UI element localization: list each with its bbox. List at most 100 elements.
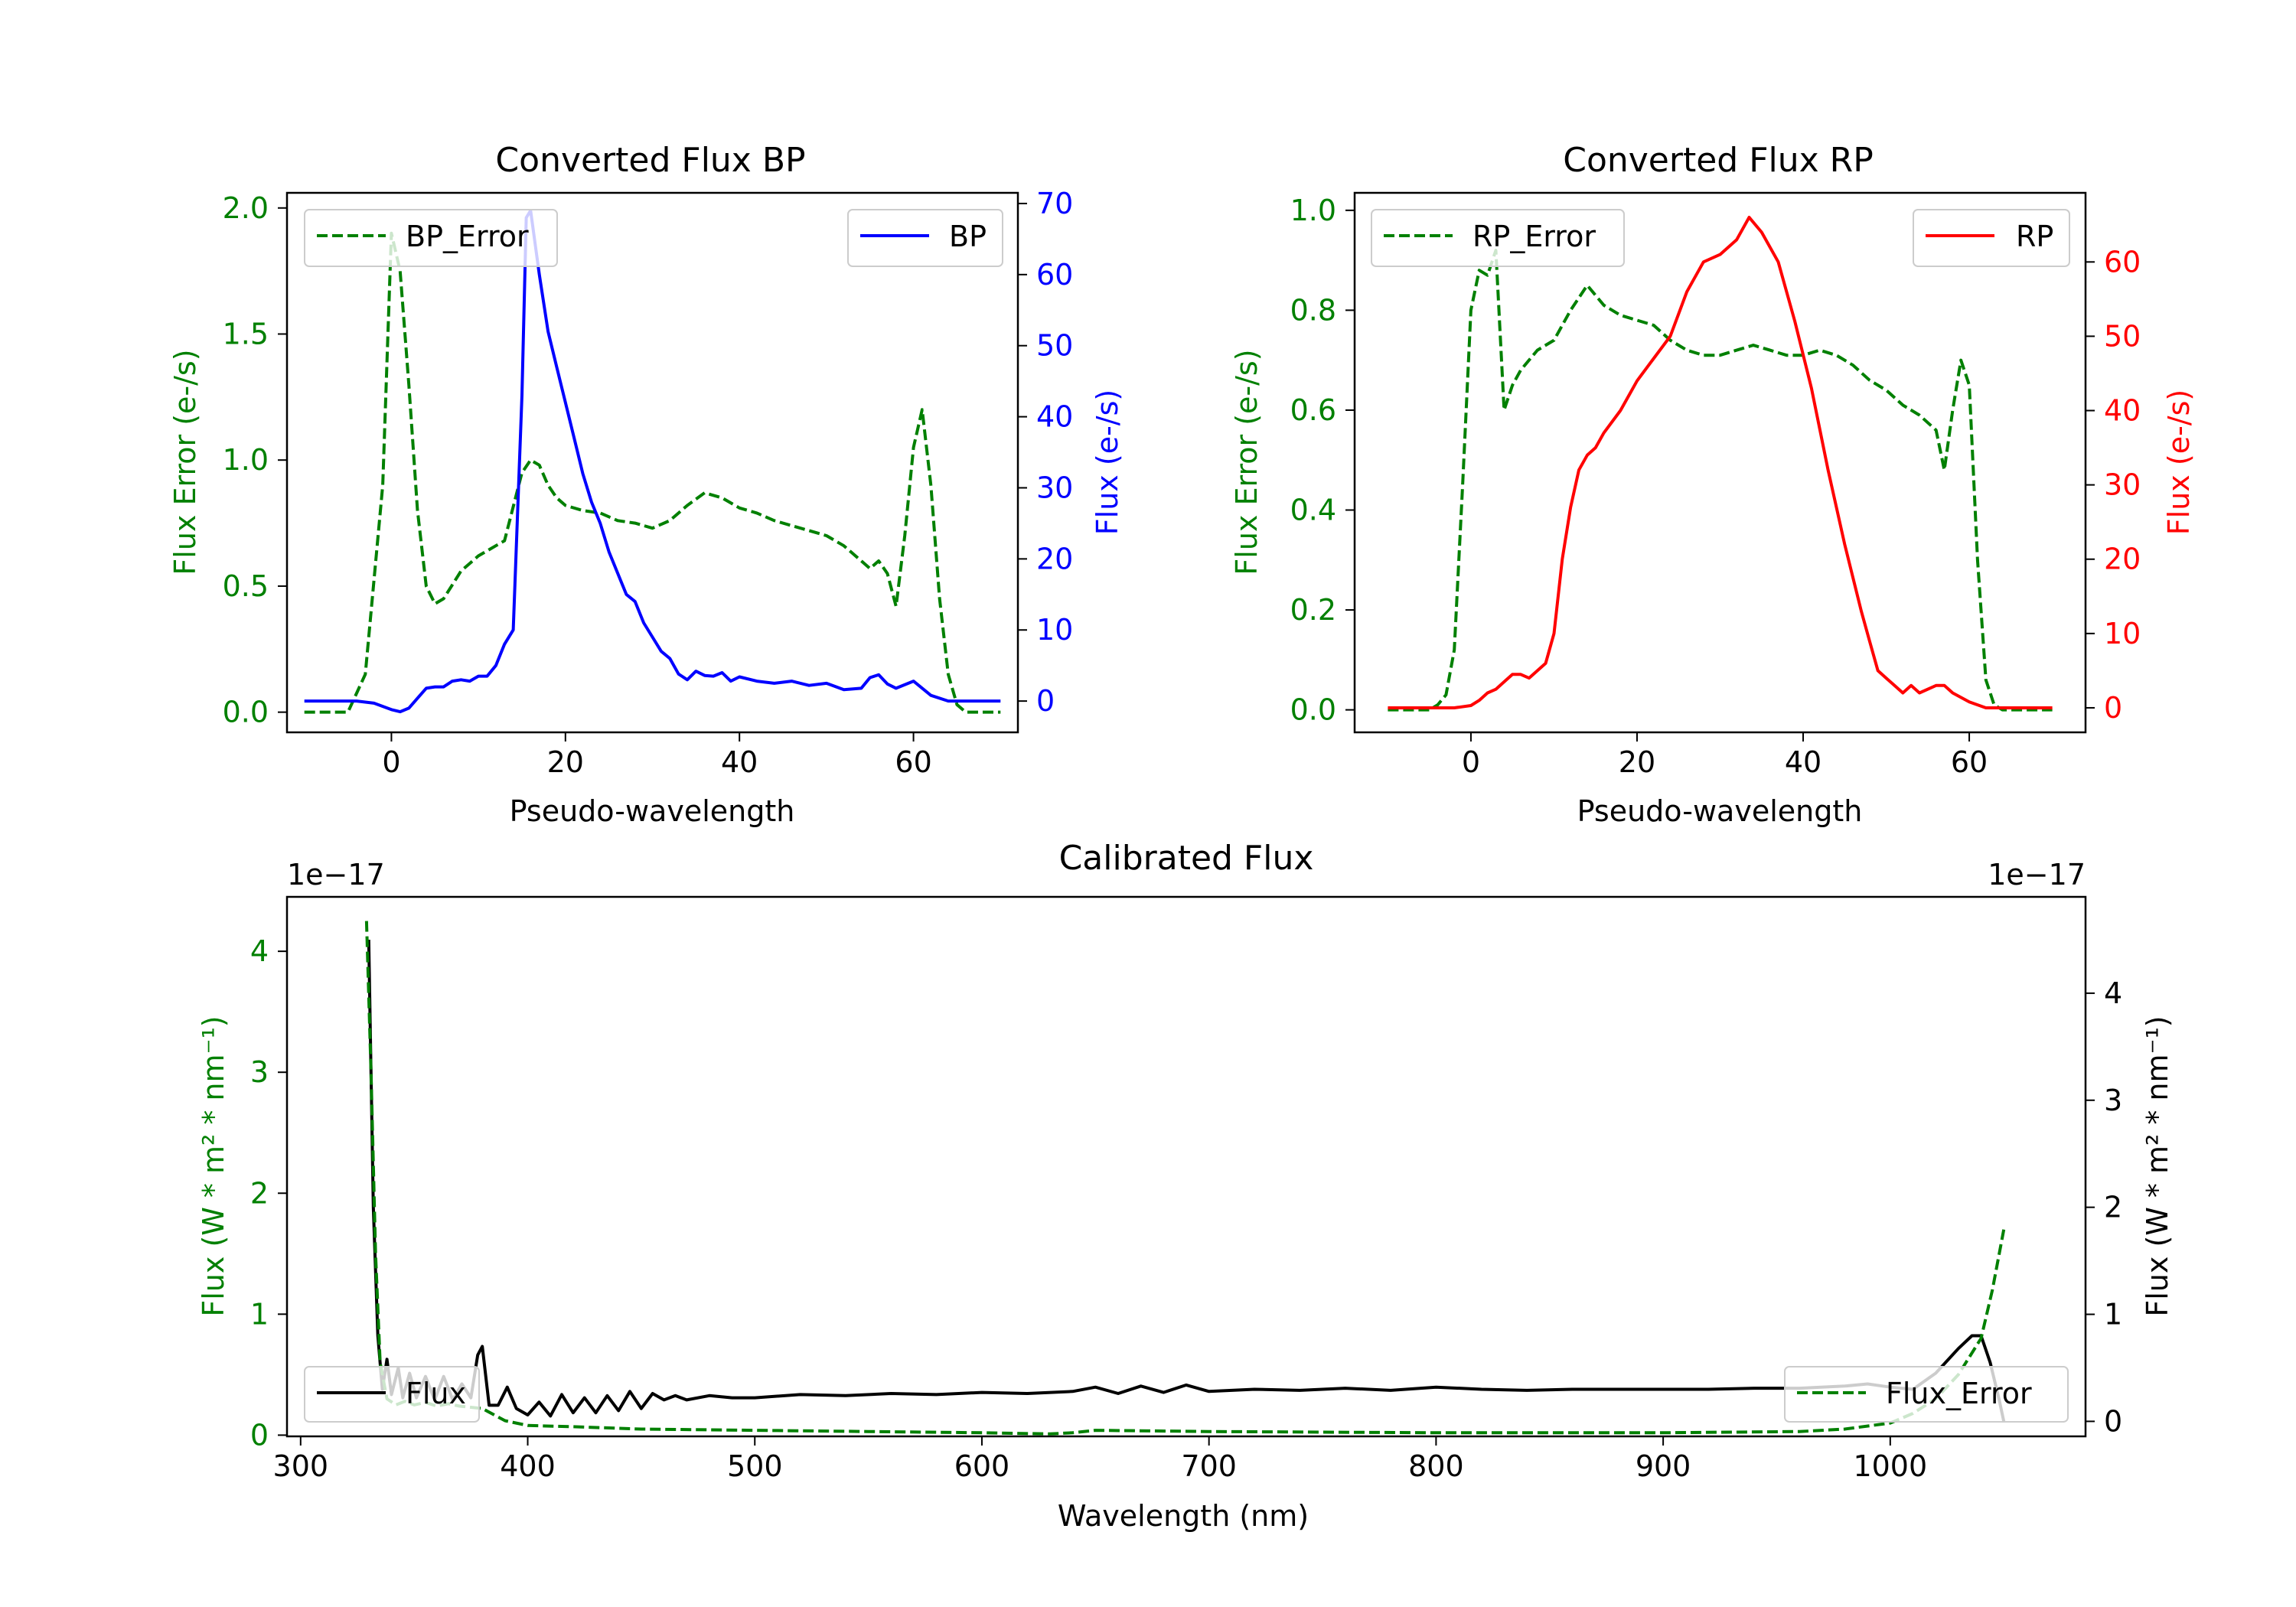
calibrated-ytick-left-label: 0 (250, 1418, 269, 1452)
rp-xtick-label: 20 (1619, 745, 1655, 779)
bp-ytick-right-label: 70 (1036, 187, 1073, 220)
rp-xtick-label: 60 (1951, 745, 1988, 779)
calibrated-xtick-label: 700 (1181, 1449, 1237, 1483)
calibrated-ytick-left-label: 4 (250, 934, 269, 968)
bp-ytick-right-label: 0 (1036, 684, 1055, 718)
bp-xtick-label: 40 (721, 745, 758, 779)
bp-legend-error-label: BP_Error (406, 220, 529, 253)
bp-ylabel-left: Flux Error (e-/s) (168, 349, 202, 575)
rp-series-rp (1388, 216, 2053, 709)
rp-yticks-right: 0 10 20 30 40 50 60 (2086, 245, 2141, 725)
bp-ytick-left-label: 0.5 (223, 569, 269, 603)
rp-ytick-left-label: 0.6 (1290, 393, 1336, 427)
bp-legend-right-box (847, 209, 1003, 267)
rp-ytick-right-label: 50 (2104, 319, 2141, 353)
bp-series-bp-error (304, 231, 1001, 714)
rp-legend-rp-label: RP (2016, 220, 2053, 253)
calibrated-xtick-label: 500 (727, 1449, 783, 1483)
calibrated-legend-right: Flux_Error (1784, 1366, 2069, 1423)
calibrated-legend-right-box (1784, 1366, 2069, 1423)
bp-xtick-label: 20 (547, 745, 584, 779)
rp-legend-right: RP (1913, 209, 2070, 267)
rp-title: Converted Flux RP (1563, 141, 1874, 180)
rp-legend-error-label: RP_Error (1473, 220, 1596, 253)
bp-axes-frame (285, 191, 1019, 734)
rp-panel: Converted Flux RP Pseudo-wavelength Flux… (1230, 141, 2196, 828)
calibrated-yticks-left: 0 1 2 3 4 (250, 934, 287, 1452)
rp-xticks: 0 20 40 60 (1462, 732, 1988, 779)
bp-xtick-label: 60 (895, 745, 931, 779)
calibrated-xtick-label: 400 (500, 1449, 556, 1483)
bp-yticks-left: 0.0 0.5 1.0 1.5 2.0 (223, 191, 287, 729)
calibrated-legend-flux-label: Flux (406, 1377, 466, 1410)
rp-legend-left-box (1371, 209, 1625, 267)
rp-ylabel-right: Flux (e-/s) (2162, 390, 2196, 535)
calibrated-xtick-label: 600 (954, 1449, 1010, 1483)
rp-legend-right-box (1913, 209, 2070, 267)
rp-ytick-right-label: 60 (2104, 245, 2141, 279)
rp-ylabel-left: Flux Error (e-/s) (1230, 349, 1264, 575)
rp-xlabel: Pseudo-wavelength (1577, 794, 1863, 828)
bp-title: Converted Flux BP (495, 141, 805, 180)
bp-ytick-right-label: 20 (1036, 542, 1073, 575)
bp-ytick-right-label: 10 (1036, 613, 1073, 647)
bp-legend-left: BP_Error (304, 209, 558, 267)
rp-ytick-right-label: 20 (2104, 543, 2141, 576)
calibrated-xtick-label: 300 (273, 1449, 329, 1483)
bp-ytick-left-label: 1.5 (223, 317, 269, 350)
bp-xticks: 0 20 40 60 (382, 732, 932, 779)
calibrated-ytick-left-label: 2 (250, 1176, 269, 1210)
bp-ytick-right-label: 30 (1036, 471, 1073, 504)
rp-xtick-label: 0 (1462, 745, 1480, 779)
calibrated-ytick-left-label: 3 (250, 1055, 269, 1089)
rp-ytick-right-label: 0 (2104, 691, 2122, 725)
calibrated-xlabel: Wavelength (nm) (1058, 1499, 1309, 1533)
bp-legend-right: BP (847, 209, 1003, 267)
bp-ylabel-right: Flux (e-/s) (1091, 390, 1124, 535)
calibrated-legend-left: Flux (304, 1366, 480, 1423)
rp-lines (1388, 216, 2053, 712)
rp-ytick-right-label: 10 (2104, 617, 2141, 650)
bp-lines (304, 209, 1001, 714)
calibrated-offset-right: 1e−17 (1988, 858, 2086, 892)
bp-legend-bp-label: BP (949, 220, 987, 253)
bp-xtick-label: 0 (382, 745, 400, 779)
calibrated-ytick-right-label: 3 (2104, 1084, 2122, 1117)
bp-panel: Converted Flux BP Pseudo-wavelength Flux… (168, 141, 1124, 828)
calibrated-panel: Calibrated Flux 1e−17 1e−17 Wavelength (… (197, 839, 2174, 1533)
rp-ytick-left-label: 0.0 (1290, 693, 1336, 727)
bp-legend-left-box (304, 209, 558, 267)
calibrated-ylabel-left: Flux (W * m² * nm⁻¹) (197, 1015, 230, 1316)
calibrated-ytick-left-label: 1 (250, 1297, 269, 1331)
bp-xlabel: Pseudo-wavelength (510, 794, 795, 828)
bp-ytick-left-label: 1.0 (223, 443, 269, 477)
rp-yticks-left: 0.0 0.2 0.4 0.6 0.8 1.0 (1290, 194, 1355, 727)
bp-ytick-right-label: 60 (1036, 258, 1073, 292)
rp-series-rp-error (1388, 249, 2053, 712)
rp-legend-left: RP_Error (1371, 209, 1625, 267)
bp-ytick-right-label: 50 (1036, 329, 1073, 363)
rp-ytick-right-label: 40 (2104, 394, 2141, 428)
calibrated-xtick-label: 800 (1408, 1449, 1464, 1483)
calibrated-yticks-right: 0 1 2 3 4 (2086, 976, 2122, 1438)
calibrated-xticks: 300 400 500 600 700 800 900 1000 (273, 1436, 1927, 1483)
bp-ytick-left-label: 0.0 (223, 696, 269, 729)
rp-ytick-left-label: 0.4 (1290, 494, 1336, 527)
calibrated-offset-left: 1e−17 (287, 858, 385, 892)
calibrated-ytick-right-label: 4 (2104, 976, 2122, 1010)
rp-ytick-left-label: 0.8 (1290, 293, 1336, 327)
rp-xtick-label: 40 (1785, 745, 1821, 779)
calibrated-legend-left-box (304, 1366, 480, 1423)
calibrated-axes-frame (285, 895, 2087, 1438)
rp-ytick-left-label: 1.0 (1290, 194, 1336, 227)
calibrated-ytick-right-label: 2 (2104, 1191, 2122, 1224)
calibrated-ylabel-right: Flux (W * m² * nm⁻¹) (2141, 1015, 2174, 1316)
calibrated-xtick-label: 1000 (1853, 1449, 1927, 1483)
rp-ytick-right-label: 30 (2104, 468, 2141, 502)
calibrated-title: Calibrated Flux (1059, 839, 1314, 878)
bp-series-bp (304, 209, 1001, 714)
bp-yticks-right: 0 10 20 30 40 50 60 70 (1018, 187, 1073, 718)
rp-axes-frame (1353, 191, 2087, 734)
